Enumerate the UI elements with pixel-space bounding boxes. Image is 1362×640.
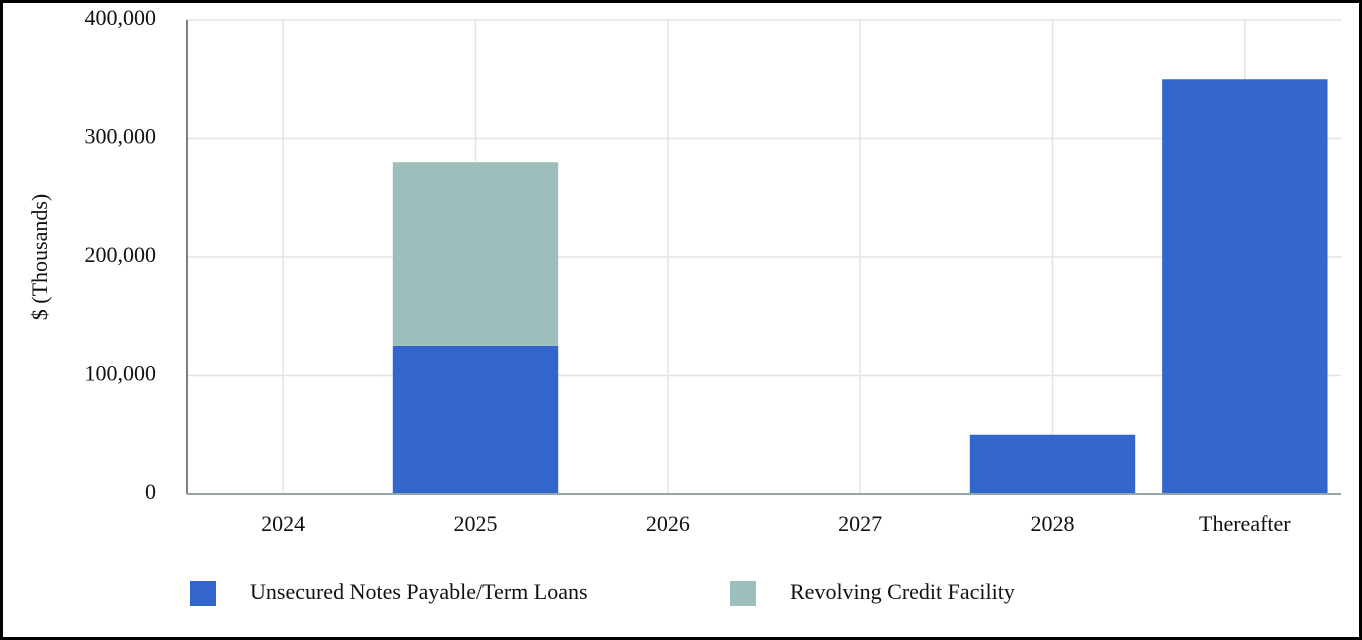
- bar-segment: [392, 162, 559, 346]
- legend-label: Unsecured Notes Payable/Term Loans: [250, 579, 588, 604]
- y-tick-label: 300,000: [85, 124, 157, 149]
- x-tick-label: Thereafter: [1199, 511, 1291, 536]
- y-tick-label: 200,000: [85, 242, 157, 267]
- legend-label: Revolving Credit Facility: [790, 579, 1015, 604]
- x-tick-label: 2026: [646, 511, 690, 536]
- bar-segment: [969, 434, 1136, 494]
- y-tick-label: 0: [145, 479, 156, 504]
- x-tick-label: 2025: [454, 511, 498, 536]
- x-tick-label: 2027: [838, 511, 882, 536]
- y-axis-label: $ (Thousands): [27, 194, 52, 320]
- bar-segment: [1162, 79, 1328, 494]
- y-tick-label: 100,000: [85, 361, 157, 386]
- legend-swatch: [730, 581, 756, 606]
- y-tick-label: 400,000: [85, 5, 157, 30]
- bar-segment: [392, 345, 559, 494]
- x-tick-label: 2028: [1031, 511, 1075, 536]
- x-tick-label: 2024: [261, 511, 305, 536]
- legend-swatch: [190, 581, 216, 606]
